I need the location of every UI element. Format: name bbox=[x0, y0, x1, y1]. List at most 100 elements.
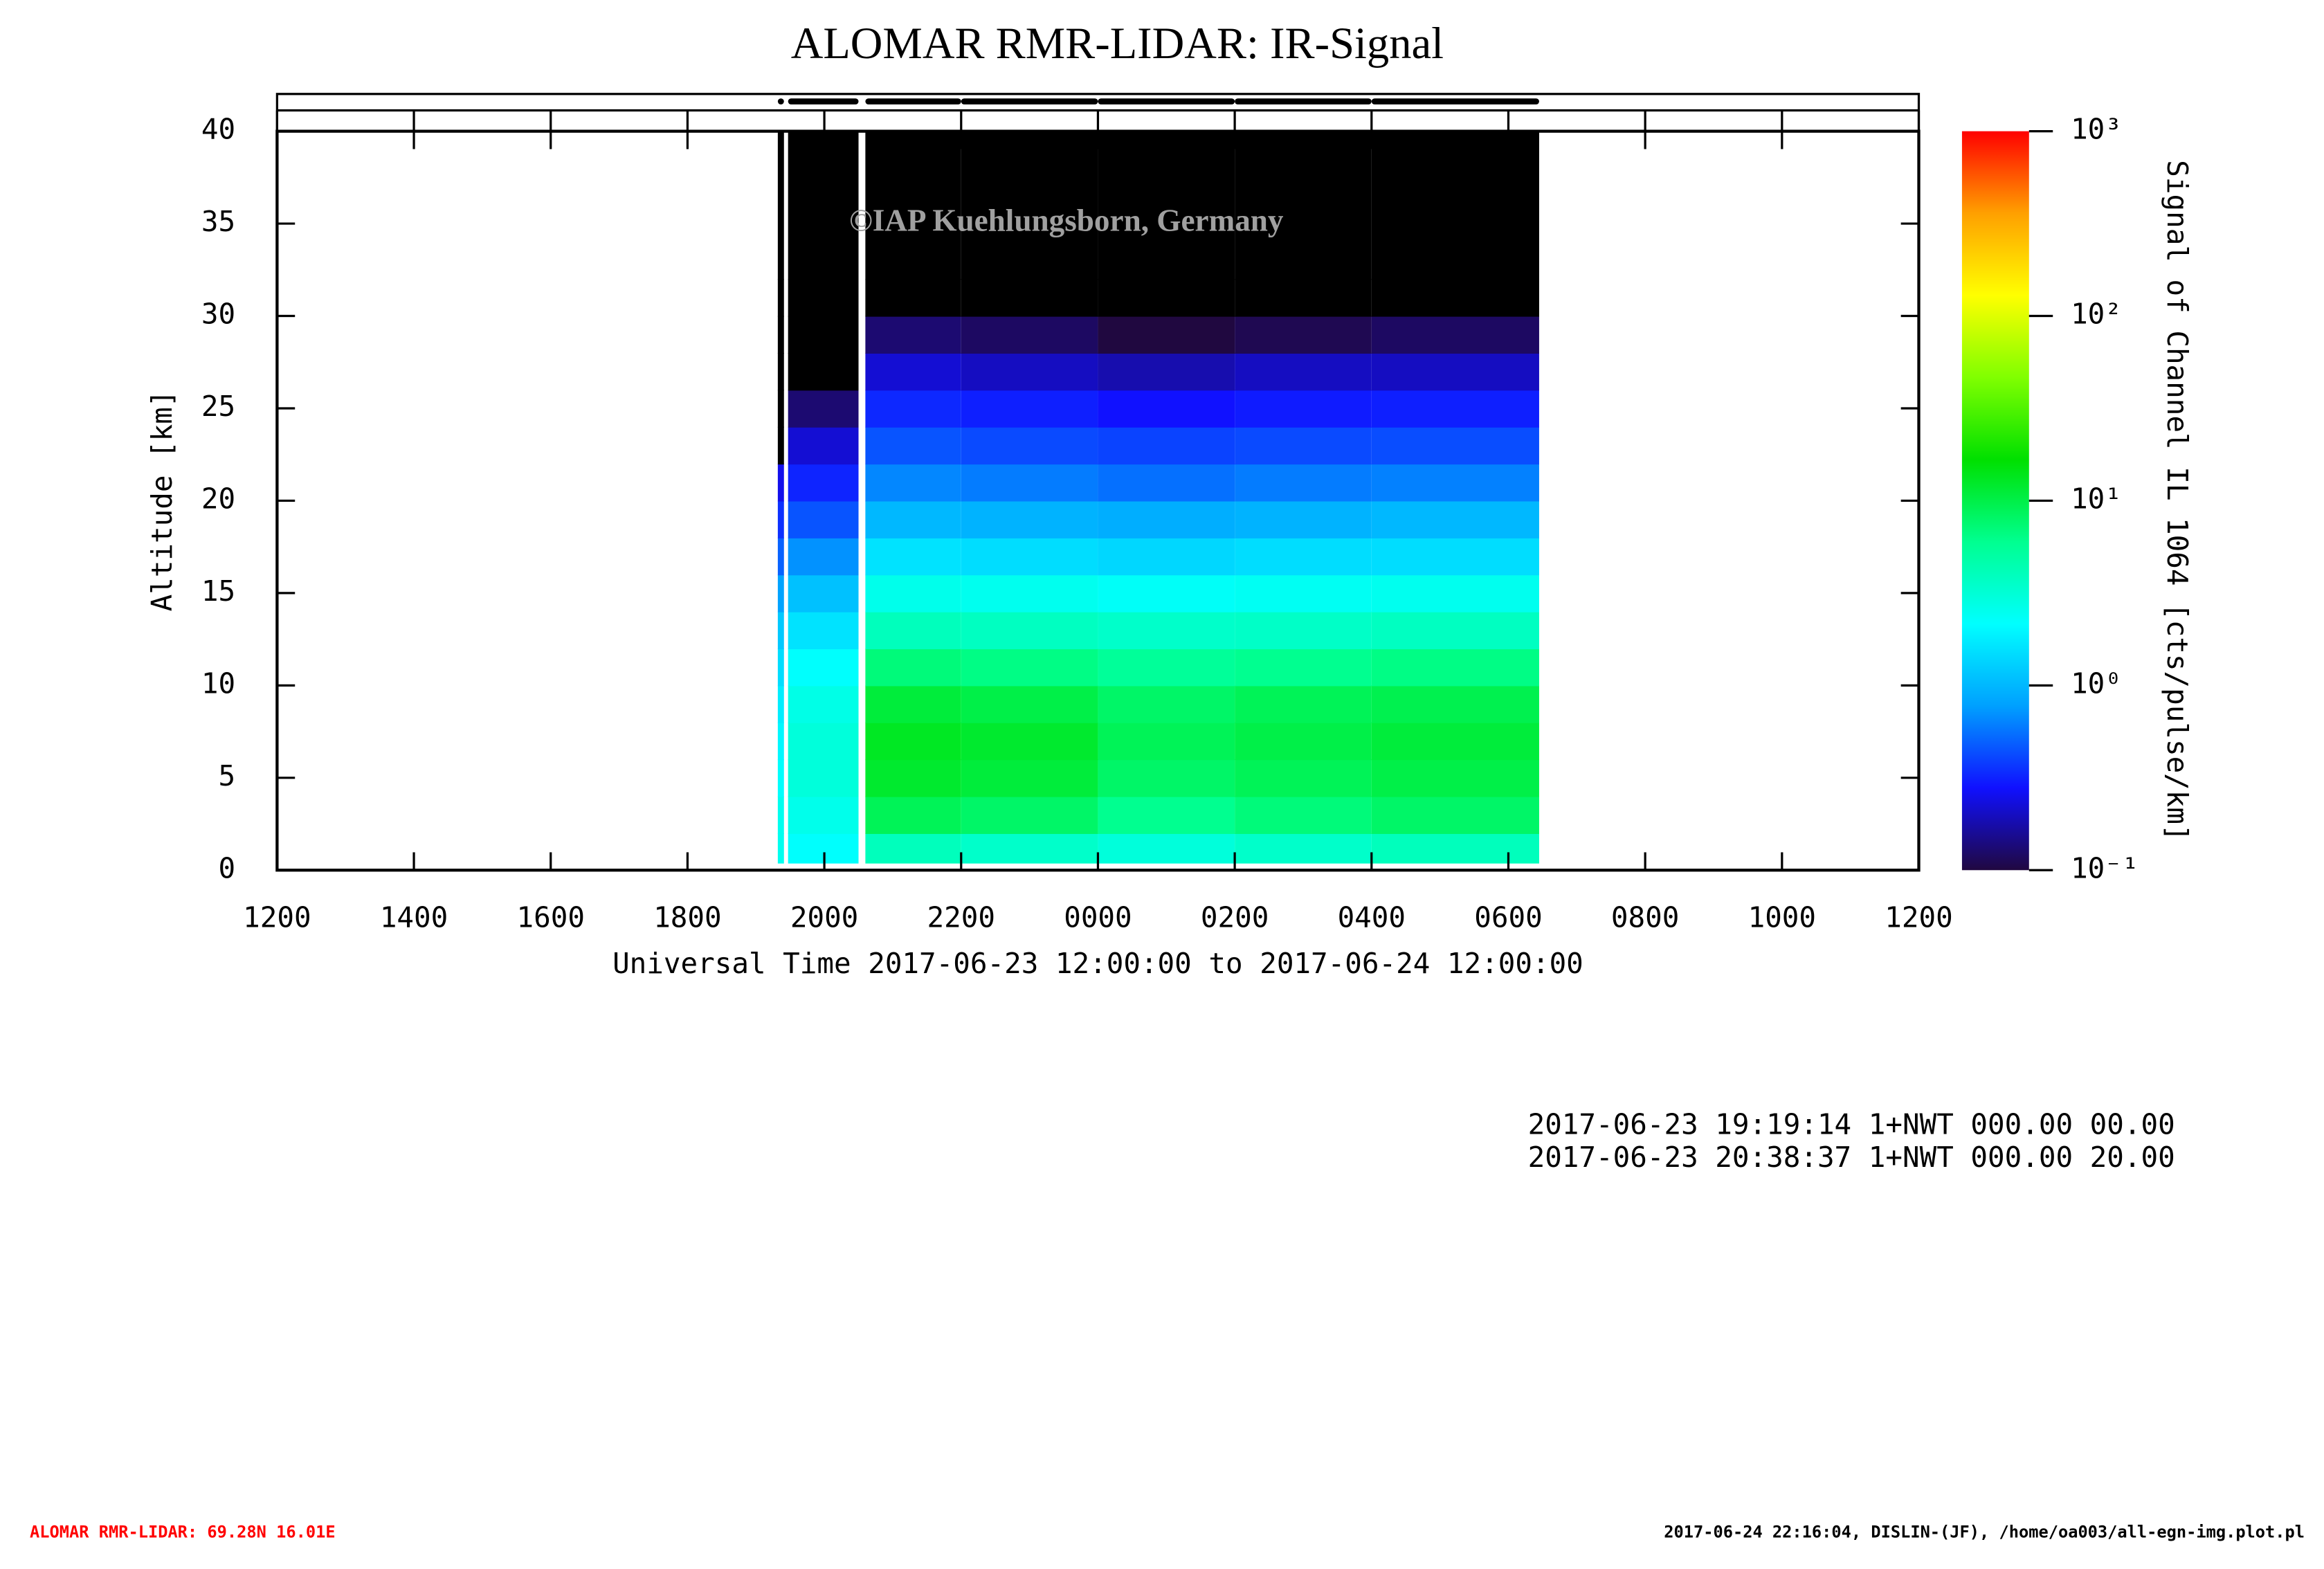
heatmap-cell bbox=[961, 316, 1098, 354]
heatmap-cell bbox=[1235, 464, 1372, 502]
heatmap-cell bbox=[1371, 279, 1539, 317]
x-tick-label: 0600 bbox=[1474, 900, 1542, 934]
colorbar-tick-label: 10⁻¹ bbox=[2071, 851, 2139, 885]
heatmap-cell bbox=[865, 316, 961, 354]
heatmap-cell bbox=[961, 390, 1098, 428]
heatmap-cell bbox=[1371, 131, 1539, 280]
heatmap-cell bbox=[777, 796, 784, 834]
heatmap-cell bbox=[1098, 464, 1235, 502]
y-tick-label: 30 bbox=[201, 298, 235, 331]
heatmap-cell bbox=[788, 464, 859, 502]
heatmap-cell bbox=[865, 390, 961, 428]
heatmap-cell bbox=[1098, 611, 1235, 650]
heatmap-cell bbox=[1371, 648, 1539, 687]
data-period-bar bbox=[865, 98, 961, 105]
heatmap-cell bbox=[1235, 500, 1372, 538]
x-tick-label: 2000 bbox=[790, 900, 858, 934]
heatmap-cell bbox=[961, 500, 1098, 538]
heatmap-cell bbox=[1098, 500, 1235, 538]
heatmap-cell bbox=[777, 537, 784, 576]
x-tick-label: 1400 bbox=[380, 900, 448, 934]
y-tick-label: 35 bbox=[201, 205, 235, 238]
heatmap-cell bbox=[788, 500, 859, 538]
heatmap-cell bbox=[1098, 131, 1235, 280]
heatmap-cell bbox=[777, 464, 784, 502]
heatmap-cell bbox=[1098, 833, 1235, 864]
heatmap-cell bbox=[1371, 796, 1539, 834]
heatmap-cell bbox=[1371, 390, 1539, 428]
heatmap-cell bbox=[788, 390, 859, 428]
y-tick-label: 40 bbox=[201, 113, 235, 146]
heatmap-cell bbox=[788, 131, 859, 280]
heatmap-cell bbox=[1235, 722, 1372, 761]
heatmap-cell bbox=[777, 574, 784, 613]
heatmap-cell bbox=[788, 574, 859, 613]
colorbar-tick-label: 10² bbox=[2071, 298, 2122, 331]
heatmap-cell bbox=[865, 796, 961, 834]
heatmap-cell bbox=[865, 464, 961, 502]
heatmap-cell bbox=[1371, 316, 1539, 354]
heatmap-cell bbox=[1098, 426, 1235, 465]
heatmap-cell bbox=[1235, 131, 1372, 280]
heatmap-cell bbox=[777, 722, 784, 761]
y-tick-label: 5 bbox=[218, 759, 235, 792]
x-tick-label: 1800 bbox=[653, 900, 721, 934]
x-tick-label: 0800 bbox=[1611, 900, 1679, 934]
heatmap-cell bbox=[961, 464, 1098, 502]
data-period-bar bbox=[1371, 98, 1539, 105]
x-axis-title: Universal Time 2017-06-23 12:00:00 to 20… bbox=[612, 947, 1583, 980]
colorbar-title: Signal of Channel IL 1064 [cts/pulse/km] bbox=[2161, 160, 2194, 841]
heatmap-cell bbox=[961, 685, 1098, 723]
heatmap-cell bbox=[1371, 722, 1539, 761]
heatmap-cell bbox=[865, 537, 961, 576]
heatmap-cell bbox=[1098, 352, 1235, 391]
heatmap-cell bbox=[1371, 352, 1539, 391]
heatmap-cell bbox=[961, 648, 1098, 687]
heatmap-cell bbox=[961, 759, 1098, 797]
heatmap-cell bbox=[865, 611, 961, 650]
heatmap-cell bbox=[961, 352, 1098, 391]
colorbar bbox=[1961, 131, 2029, 871]
heatmap-cell bbox=[777, 390, 784, 428]
y-tick-label: 10 bbox=[201, 666, 235, 700]
heatmap-cell bbox=[1235, 648, 1372, 687]
heatmap-cell bbox=[777, 352, 784, 391]
heatmap-cell bbox=[1371, 426, 1539, 465]
heatmap-cell bbox=[777, 426, 784, 465]
heatmap-cell bbox=[1098, 685, 1235, 723]
heatmap-cell bbox=[1235, 685, 1372, 723]
footer-right: 2017-06-24 22:16:04, DISLIN-(JF), /home/… bbox=[1664, 1523, 2305, 1542]
x-tick-label: 0400 bbox=[1338, 900, 1406, 934]
x-tick-label: 1000 bbox=[1748, 900, 1816, 934]
heatmap-cell bbox=[788, 611, 859, 650]
heatmap-cell bbox=[865, 352, 961, 391]
heatmap-cell bbox=[1098, 316, 1235, 354]
heatmap-cell bbox=[1371, 611, 1539, 650]
x-tick-label: 1200 bbox=[1885, 900, 1952, 934]
x-tick-label: 1200 bbox=[243, 900, 311, 934]
heatmap-cell bbox=[777, 279, 784, 317]
heatmap-cell bbox=[777, 316, 784, 354]
heatmap-cell bbox=[788, 316, 859, 354]
heatmap-cell bbox=[1098, 390, 1235, 428]
data-period-bar bbox=[961, 98, 1098, 105]
x-tick-label: 2200 bbox=[927, 900, 995, 934]
heatmap-cell bbox=[1235, 833, 1372, 864]
heatmap-cell bbox=[777, 648, 784, 687]
heatmap-cell bbox=[865, 685, 961, 723]
heatmap-cell bbox=[788, 648, 859, 687]
heatmap-cell bbox=[1098, 648, 1235, 687]
heatmap-cell bbox=[1235, 537, 1372, 576]
heatmap-cell bbox=[777, 500, 784, 538]
heatmap-cell bbox=[1098, 279, 1235, 317]
heatmap-cell bbox=[1371, 759, 1539, 797]
heatmap-cell bbox=[1371, 500, 1539, 538]
heatmap-cell bbox=[961, 574, 1098, 613]
y-axis-title: Altitude [km] bbox=[145, 390, 179, 611]
y-tick-label: 15 bbox=[201, 574, 235, 608]
heatmap-cell bbox=[961, 796, 1098, 834]
heatmap-cell bbox=[1235, 796, 1372, 834]
heatmap-cell bbox=[961, 722, 1098, 761]
heatmap-cell bbox=[865, 279, 961, 317]
x-tick-label: 0000 bbox=[1064, 900, 1132, 934]
